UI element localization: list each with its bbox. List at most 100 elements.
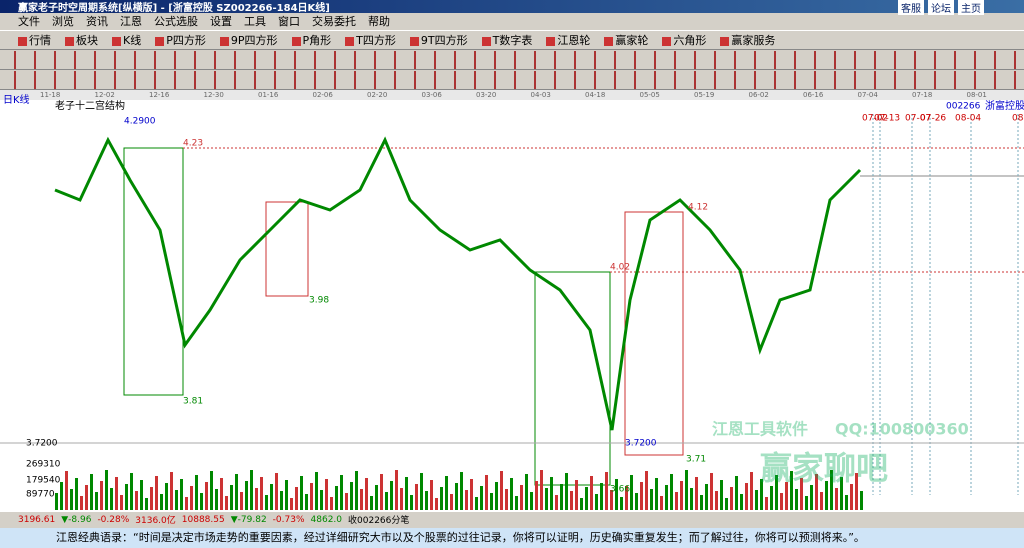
date-label: 06-16 [803, 91, 824, 99]
menu-item[interactable]: 资讯 [86, 15, 108, 28]
date-label: 02-06 [313, 91, 334, 99]
menu-item[interactable]: 文件 [18, 15, 40, 28]
tool-button[interactable]: 六角形 [662, 32, 706, 48]
volume-bar-decor [850, 484, 853, 510]
volume-bar-decor [560, 484, 563, 510]
stock-name: 浙富控股 [985, 99, 1024, 112]
volume-bar-decor [610, 490, 613, 510]
date-label: 07-18 [912, 91, 932, 99]
window-title: 赢家老子时空周期系统[纵横版] - [浙富控股 SZ002266-184日K线] [18, 3, 330, 14]
tool-button[interactable]: 9T四方形 [410, 32, 468, 48]
volume-bar-decor [615, 479, 618, 510]
volume-bar-decor [485, 475, 488, 510]
watermark-text: QQ:100800360 [835, 420, 969, 439]
volume-bar-decor [405, 477, 408, 510]
tool-button[interactable]: 赢家轮 [604, 32, 648, 48]
title-link[interactable]: 客服 [898, 0, 924, 15]
volume-bar-decor [385, 492, 388, 510]
watermark: 江恩工具软件 QQ:100800360 赢家聊吧 [712, 420, 969, 488]
volume-bar-decor [115, 477, 118, 510]
date-label: 05-19 [694, 91, 714, 99]
volume-bar-decor [220, 478, 223, 510]
quote-bar: 江恩经典语录：“时间是决定市场走势的重要因素，经过详细研究大市以及个股票的过往记… [0, 528, 1024, 548]
volume-bar-decor [290, 498, 293, 510]
title-link[interactable]: 主页 [958, 0, 984, 15]
volume-bar-decor [400, 488, 403, 510]
volume-bar-decor [715, 491, 718, 510]
tool-button[interactable]: P四方形 [155, 32, 206, 48]
volume-bar-decor [370, 496, 373, 510]
volume-axis-label: 179540 [26, 476, 61, 486]
tool-button[interactable]: 赢家服务 [720, 32, 775, 48]
volume-bar-decor [620, 497, 623, 510]
volume-bar-decor [355, 471, 358, 510]
tool-button[interactable]: T数字表 [482, 32, 533, 48]
tool-button[interactable]: P角形 [292, 32, 332, 48]
menu-item[interactable]: 帮助 [368, 15, 390, 28]
volume-bar-decor [680, 481, 683, 510]
volume-bar-decor [150, 487, 153, 510]
menu-item[interactable]: 江恩 [120, 15, 142, 28]
volume-bar-decor [435, 498, 438, 510]
price-label: 3.66 [610, 485, 630, 495]
date-label: 12-02 [95, 91, 115, 99]
volume-bar-decor [825, 481, 828, 510]
volume-bar-decor [860, 491, 863, 510]
volume-bar-decor [635, 493, 638, 510]
volume-bar-decor [60, 482, 63, 510]
date-label: 02-20 [367, 91, 387, 99]
volume-bar-decor [160, 494, 163, 510]
right-date: 08-04 [955, 114, 981, 124]
menu-item[interactable]: 公式选股 [154, 15, 198, 28]
volume-bar-decor [640, 482, 643, 510]
volume-bar-decor [390, 481, 393, 510]
tool-button[interactable]: 行情 [18, 32, 51, 48]
volume-bar-decor [740, 494, 743, 510]
volume-bar-decor [780, 493, 783, 510]
volume-bar-decor [735, 476, 738, 510]
volume-bar-decor [855, 473, 858, 510]
price-path [54, 136, 862, 431]
menu-item[interactable]: 交易委托 [312, 15, 356, 28]
price-label: 3.7200 [625, 439, 657, 449]
tool-button[interactable]: 板块 [65, 32, 98, 48]
volume-bar-decor [520, 485, 523, 510]
tool-button[interactable]: 9P四方形 [220, 32, 278, 48]
volume-axis-label: 89770 [26, 490, 55, 500]
volume-bar-decor [310, 483, 313, 510]
volume-bar-decor [545, 488, 548, 510]
tool-button[interactable]: 江恩轮 [546, 32, 590, 48]
chart-bg [0, 90, 1024, 512]
volume-bar-decor [175, 490, 178, 510]
volume-bar-decor [145, 498, 148, 510]
menu-item[interactable]: 设置 [210, 15, 232, 28]
volume-bar-decor [710, 473, 713, 510]
tool-button[interactable]: K线 [112, 32, 141, 48]
title-link[interactable]: 论坛 [928, 0, 954, 15]
menu-item[interactable]: 工具 [244, 15, 266, 28]
volume-bar-decor [830, 470, 833, 510]
menu-item[interactable]: 窗口 [278, 15, 300, 28]
volume-bar-decor [65, 471, 68, 510]
volume-bar-decor [375, 485, 378, 510]
volume-bar-decor [340, 475, 343, 510]
volume-bar-decor [280, 491, 283, 510]
volume-bar-decor [265, 495, 268, 510]
right-date: 07-07 [905, 114, 931, 124]
menu-item[interactable]: 浏览 [52, 15, 74, 28]
tool-button[interactable]: T四方形 [345, 32, 396, 48]
volume-bar-decor [605, 472, 608, 510]
drawing-toolbar [0, 51, 1024, 70]
volume-bar-decor [795, 489, 798, 510]
volume-axis-label: 3.7200 [26, 439, 58, 449]
volume-bar-decor [805, 496, 808, 510]
volume-bar-decor [760, 479, 763, 510]
volume-bar-decor [250, 470, 253, 510]
volume-bar-decor [510, 478, 513, 510]
gann-box [123, 147, 184, 396]
volume-bar-decor [165, 483, 168, 510]
volume-bar-decor [765, 497, 768, 510]
date-strip [0, 90, 1024, 100]
date-label: 11-18 [40, 91, 60, 99]
volume-bar-decor [800, 478, 803, 510]
